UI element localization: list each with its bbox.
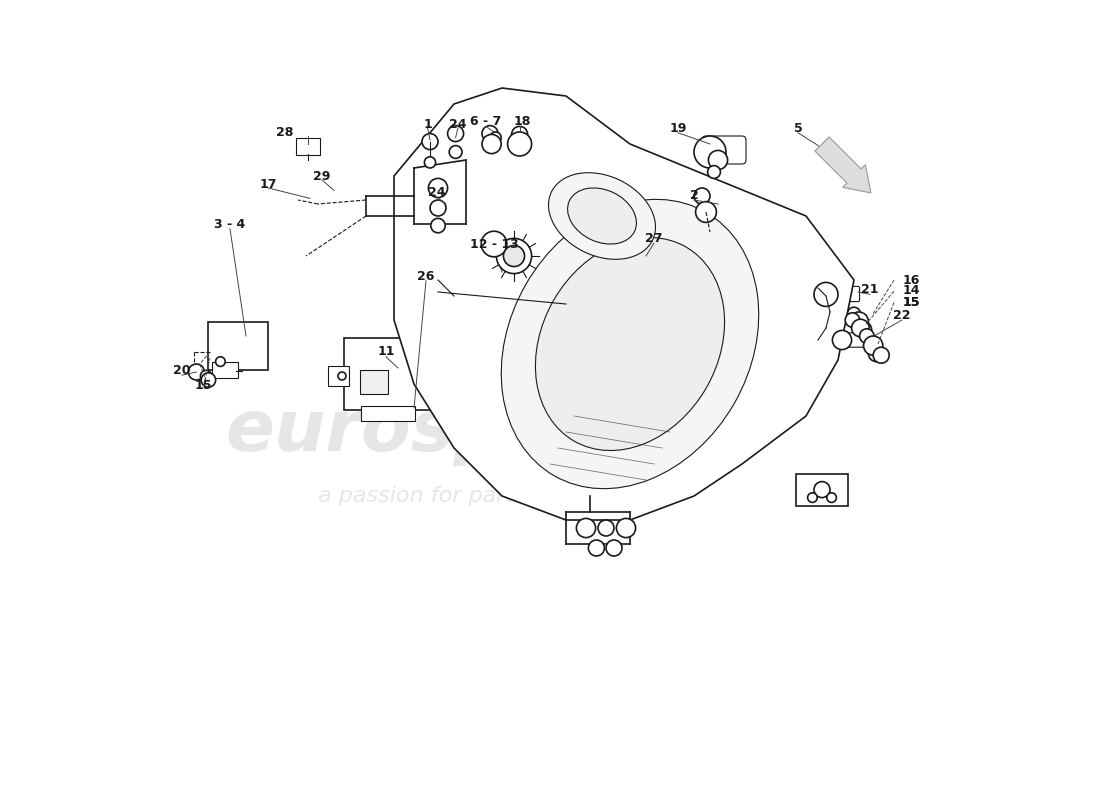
Text: 15: 15 bbox=[903, 296, 921, 309]
Circle shape bbox=[833, 330, 851, 350]
FancyBboxPatch shape bbox=[212, 362, 238, 378]
Text: 24: 24 bbox=[428, 186, 446, 198]
FancyBboxPatch shape bbox=[824, 286, 859, 302]
Ellipse shape bbox=[502, 199, 759, 489]
Circle shape bbox=[851, 319, 869, 337]
Circle shape bbox=[873, 347, 889, 363]
Circle shape bbox=[481, 231, 507, 257]
Text: 22: 22 bbox=[893, 309, 911, 322]
Ellipse shape bbox=[568, 188, 637, 244]
Text: 20: 20 bbox=[174, 364, 190, 377]
Text: 18: 18 bbox=[514, 115, 530, 128]
Circle shape bbox=[694, 188, 710, 204]
Circle shape bbox=[859, 329, 874, 343]
Circle shape bbox=[606, 540, 621, 556]
Circle shape bbox=[864, 336, 883, 355]
FancyBboxPatch shape bbox=[343, 338, 440, 410]
Circle shape bbox=[216, 357, 225, 366]
Text: 14: 14 bbox=[903, 284, 921, 297]
Circle shape bbox=[422, 134, 438, 150]
Circle shape bbox=[814, 282, 838, 306]
Text: 15: 15 bbox=[195, 379, 212, 392]
Text: eurospares: eurospares bbox=[226, 398, 682, 466]
FancyBboxPatch shape bbox=[361, 370, 387, 394]
Text: 1: 1 bbox=[424, 118, 432, 130]
Circle shape bbox=[588, 540, 604, 556]
Text: 28: 28 bbox=[276, 126, 293, 138]
Text: 26: 26 bbox=[417, 270, 434, 282]
Circle shape bbox=[188, 364, 205, 380]
Text: 2: 2 bbox=[690, 189, 698, 202]
Circle shape bbox=[845, 313, 859, 327]
Circle shape bbox=[827, 493, 836, 502]
Circle shape bbox=[507, 132, 531, 156]
Circle shape bbox=[864, 339, 877, 352]
Text: a passion for parts since 1985: a passion for parts since 1985 bbox=[318, 486, 654, 506]
Text: 5: 5 bbox=[793, 122, 802, 134]
Circle shape bbox=[814, 482, 830, 498]
Circle shape bbox=[707, 166, 721, 178]
Text: 15: 15 bbox=[903, 296, 921, 309]
Circle shape bbox=[868, 346, 884, 362]
Circle shape bbox=[338, 372, 346, 380]
Ellipse shape bbox=[536, 238, 725, 450]
Text: 11: 11 bbox=[377, 346, 395, 358]
Circle shape bbox=[807, 493, 817, 502]
Circle shape bbox=[708, 150, 727, 170]
FancyBboxPatch shape bbox=[361, 406, 415, 421]
Circle shape bbox=[616, 518, 636, 538]
Circle shape bbox=[490, 132, 502, 143]
Text: 19: 19 bbox=[669, 122, 686, 134]
Circle shape bbox=[428, 178, 448, 198]
Text: 29: 29 bbox=[314, 170, 331, 182]
FancyBboxPatch shape bbox=[840, 333, 871, 347]
Circle shape bbox=[849, 312, 868, 331]
Circle shape bbox=[449, 146, 462, 158]
FancyBboxPatch shape bbox=[795, 474, 848, 506]
Text: 17: 17 bbox=[260, 178, 277, 190]
Circle shape bbox=[695, 202, 716, 222]
Text: 27: 27 bbox=[646, 232, 662, 245]
Circle shape bbox=[425, 157, 436, 168]
Circle shape bbox=[482, 134, 502, 154]
Circle shape bbox=[200, 370, 211, 382]
Text: 6 - 7: 6 - 7 bbox=[471, 115, 502, 128]
Circle shape bbox=[856, 322, 871, 338]
Circle shape bbox=[848, 307, 860, 320]
Text: 3 - 4: 3 - 4 bbox=[214, 218, 245, 230]
Circle shape bbox=[430, 200, 446, 216]
Circle shape bbox=[512, 126, 528, 142]
Text: 12 - 13: 12 - 13 bbox=[470, 238, 518, 250]
Circle shape bbox=[431, 218, 446, 233]
Ellipse shape bbox=[549, 173, 656, 259]
Text: 21: 21 bbox=[861, 283, 879, 296]
Circle shape bbox=[598, 520, 614, 536]
FancyBboxPatch shape bbox=[329, 366, 349, 386]
Circle shape bbox=[482, 126, 498, 142]
FancyBboxPatch shape bbox=[208, 322, 268, 370]
FancyBboxPatch shape bbox=[702, 136, 746, 164]
FancyBboxPatch shape bbox=[296, 138, 320, 155]
Circle shape bbox=[496, 238, 531, 274]
Circle shape bbox=[201, 373, 216, 387]
Polygon shape bbox=[394, 88, 854, 520]
Circle shape bbox=[694, 136, 726, 168]
FancyArrow shape bbox=[815, 137, 871, 193]
Text: 24: 24 bbox=[449, 118, 466, 130]
Circle shape bbox=[576, 518, 595, 538]
Circle shape bbox=[504, 246, 525, 266]
Circle shape bbox=[448, 126, 463, 142]
Text: 16: 16 bbox=[903, 274, 921, 286]
